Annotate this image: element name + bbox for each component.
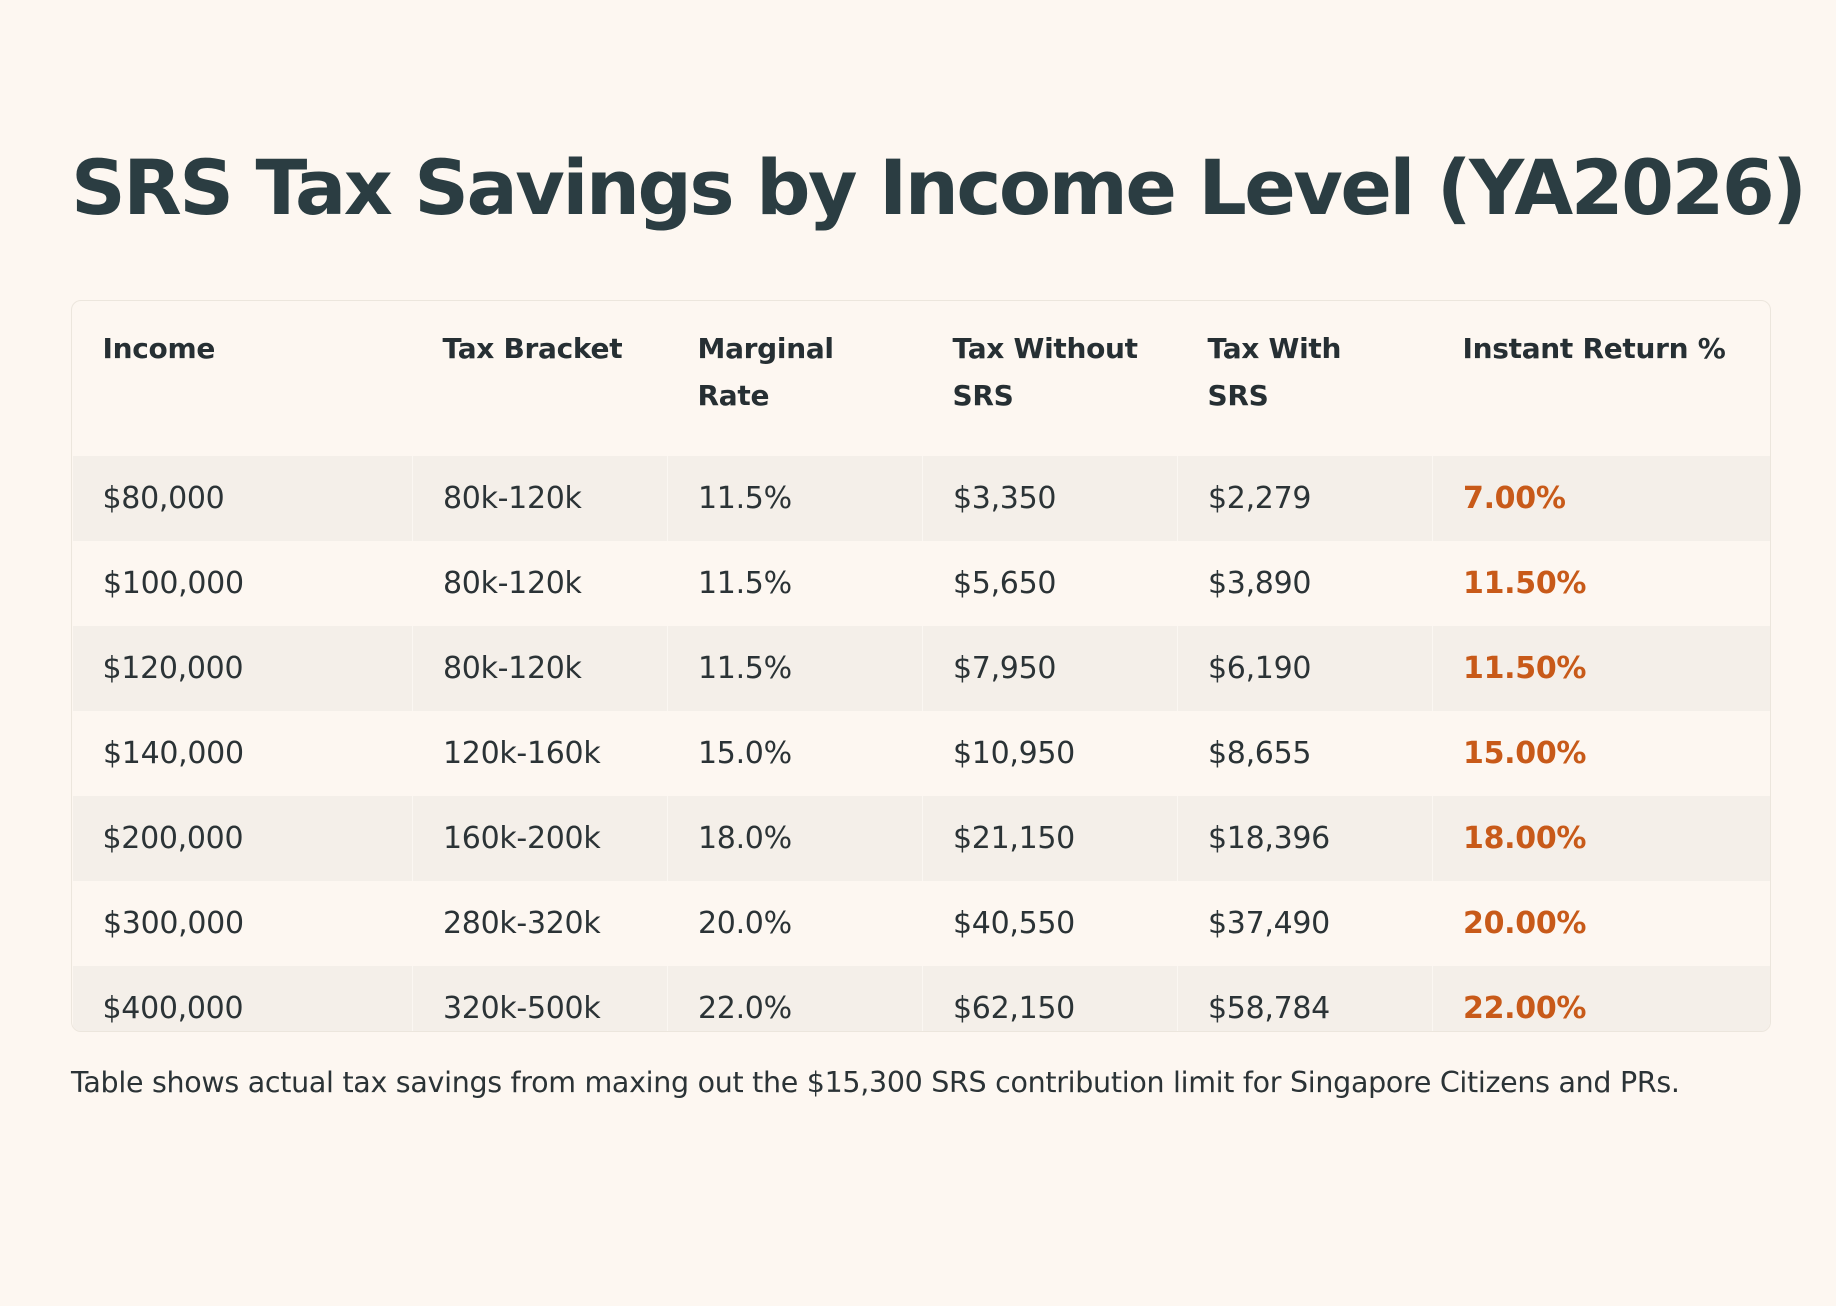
tax-without-srs-cell: $62,150 (922, 966, 1178, 1031)
marginal-rate-cell: 20.0% (667, 881, 923, 966)
table-header-row: Income Tax Bracket Marginal Rate Tax Wit… (73, 301, 1771, 456)
table-footnote: Table shows actual tax savings from maxi… (71, 1066, 1680, 1099)
instant-return-cell: 11.50% (1432, 541, 1770, 626)
income-cell: $120,000 (72, 626, 413, 711)
table-row: $140,000 120k-160k 15.0% $10,950 $8,655 … (72, 711, 1770, 796)
header-income: Income (102, 332, 216, 365)
tax-without-srs-cell: $7,950 (922, 626, 1178, 711)
tax-bracket-cell: 80k-120k (412, 626, 668, 711)
tax-with-srs-cell: $37,490 (1177, 881, 1433, 966)
marginal-rate-cell: 11.5% (667, 456, 923, 541)
instant-return-cell: 22.00% (1432, 966, 1770, 1031)
tax-without-srs-cell: $21,150 (922, 796, 1178, 881)
income-cell: $300,000 (72, 881, 413, 966)
header-tax-with-srs: Tax With SRS (1207, 332, 1342, 412)
tax-with-srs-cell: $18,396 (1177, 796, 1433, 881)
tax-with-srs-cell: $2,279 (1177, 456, 1433, 541)
table-row: $80,000 80k-120k 11.5% $3,350 $2,279 7.0… (72, 456, 1770, 541)
header-tax-bracket: Tax Bracket (442, 332, 623, 365)
tax-savings-table: Income Tax Bracket Marginal Rate Tax Wit… (71, 300, 1771, 1032)
table-row: $300,000 280k-320k 20.0% $40,550 $37,490… (72, 881, 1770, 966)
income-cell: $200,000 (72, 796, 413, 881)
marginal-rate-cell: 22.0% (667, 966, 923, 1031)
tax-without-srs-cell: $40,550 (922, 881, 1178, 966)
tax-with-srs-cell: $8,655 (1177, 711, 1433, 796)
page-title: SRS Tax Savings by Income Level (YA2026) (71, 143, 1807, 232)
marginal-rate-cell: 15.0% (667, 711, 923, 796)
tax-with-srs-cell: $58,784 (1177, 966, 1433, 1031)
income-cell: $100,000 (72, 541, 413, 626)
tax-bracket-cell: 120k-160k (412, 711, 668, 796)
instant-return-cell: 15.00% (1432, 711, 1770, 796)
table-row: $200,000 160k-200k 18.0% $21,150 $18,396… (72, 796, 1770, 881)
instant-return-cell: 20.00% (1432, 881, 1770, 966)
table-row: $400,000 320k-500k 22.0% $62,150 $58,784… (72, 966, 1770, 1031)
tax-bracket-cell: 280k-320k (412, 881, 668, 966)
header-marginal-rate: Marginal Rate (697, 332, 835, 412)
tax-bracket-cell: 80k-120k (412, 456, 668, 541)
income-cell: $140,000 (72, 711, 413, 796)
marginal-rate-cell: 11.5% (667, 626, 923, 711)
income-cell: $400,000 (72, 966, 413, 1031)
instant-return-cell: 11.50% (1432, 626, 1770, 711)
tax-without-srs-cell: $3,350 (922, 456, 1178, 541)
marginal-rate-cell: 18.0% (667, 796, 923, 881)
tax-bracket-cell: 80k-120k (412, 541, 668, 626)
header-instant-return: Instant Return % (1462, 332, 1726, 365)
tax-bracket-cell: 320k-500k (412, 966, 668, 1031)
tax-bracket-cell: 160k-200k (412, 796, 668, 881)
marginal-rate-cell: 11.5% (667, 541, 923, 626)
tax-with-srs-cell: $6,190 (1177, 626, 1433, 711)
instant-return-cell: 7.00% (1432, 456, 1770, 541)
tax-without-srs-cell: $10,950 (922, 711, 1178, 796)
table-row: $120,000 80k-120k 11.5% $7,950 $6,190 11… (72, 626, 1770, 711)
table-row: $100,000 80k-120k 11.5% $5,650 $3,890 11… (72, 541, 1770, 626)
tax-without-srs-cell: $5,650 (922, 541, 1178, 626)
tax-with-srs-cell: $3,890 (1177, 541, 1433, 626)
income-cell: $80,000 (72, 456, 413, 541)
header-tax-without-srs: Tax Without SRS (952, 332, 1139, 412)
instant-return-cell: 18.00% (1432, 796, 1770, 881)
